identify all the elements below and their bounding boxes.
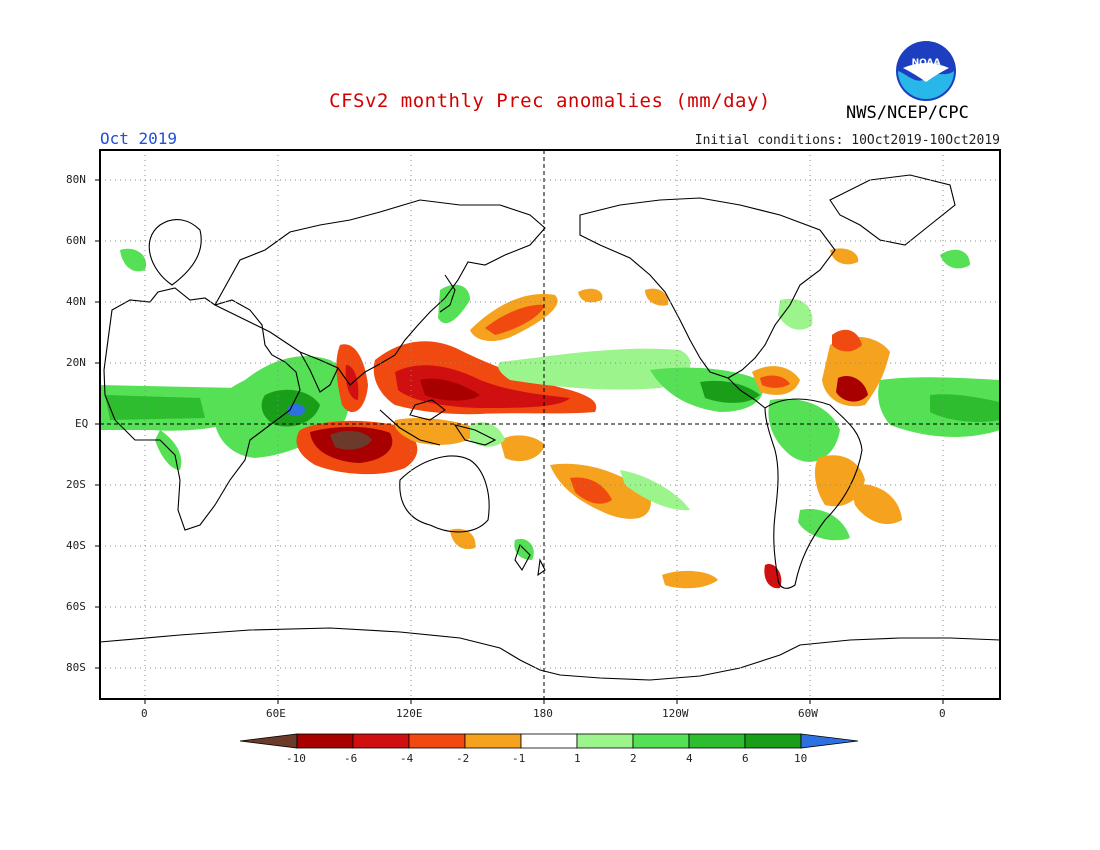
anomaly-region: [620, 470, 690, 511]
anomaly-region: [850, 484, 902, 525]
colorbar: [239, 733, 859, 749]
anomaly-region: [470, 422, 505, 447]
lat-label: 60S: [66, 600, 86, 613]
coastline: [764, 398, 863, 589]
coastline: [299, 351, 339, 393]
lon-label: 120E: [396, 707, 423, 720]
colorbar-segment: [352, 733, 410, 749]
lon-label: 180: [533, 707, 553, 720]
anomaly-region: [832, 329, 862, 352]
colorbar-label: 1: [574, 752, 581, 765]
colorbar-segment: [520, 733, 578, 749]
lon-label: 0: [141, 707, 148, 720]
coastline: [439, 274, 456, 313]
grid-lines: [100, 150, 1000, 699]
colorbar-label: -4: [400, 752, 414, 765]
noaa-logo: NOAA: [896, 41, 956, 101]
noaa-logo-text: NOAA: [912, 58, 941, 68]
anomaly-region: [394, 418, 480, 445]
coastline: [514, 543, 531, 572]
reference-lines: [100, 150, 1000, 699]
anomaly-shading: [100, 248, 1000, 589]
lat-label: EQ: [75, 417, 89, 430]
coastline: [453, 424, 497, 446]
anomaly-region: [940, 249, 970, 269]
colorbar-label: 2: [630, 752, 637, 765]
anomaly-region: [450, 528, 476, 550]
colorbar-segment: [744, 733, 802, 749]
anomaly-region: [345, 365, 359, 400]
colorbar-segment: [576, 733, 634, 749]
colorbar-label: 4: [686, 752, 693, 765]
anomaly-region: [485, 304, 545, 335]
colorbar-segment: [688, 733, 746, 749]
anomaly-region: [105, 395, 205, 420]
tick-marks: [95, 179, 944, 704]
coastlines: [100, 174, 1000, 681]
anomaly-region: [330, 430, 372, 450]
coastline: [409, 399, 446, 421]
anomaly-region: [798, 509, 850, 541]
colorbar-label: -1: [512, 752, 526, 765]
anomaly-region: [438, 284, 470, 324]
anomaly-region: [830, 248, 859, 265]
lat-label: 20S: [66, 478, 86, 491]
anomaly-region: [570, 477, 612, 504]
anomaly-region: [578, 288, 603, 303]
map-title: CFSv2 monthly Prec anomalies (mm/day): [329, 90, 771, 112]
colorbar-segment: [296, 733, 354, 749]
lon-label: 60E: [266, 707, 286, 720]
anomaly-region: [662, 570, 718, 589]
anomaly-region: [500, 435, 545, 462]
anomaly-region: [760, 375, 790, 388]
coastline: [379, 409, 441, 446]
colorbar-label: 6: [742, 752, 749, 765]
anomaly-region: [930, 394, 1000, 423]
colorbar-label: -6: [344, 752, 358, 765]
anomaly-region: [645, 288, 669, 306]
coastline: [399, 455, 490, 533]
colorbar-segment: [800, 733, 859, 749]
anomaly-region: [700, 380, 760, 403]
coastline: [537, 558, 546, 577]
coastline: [103, 287, 301, 531]
colorbar-segment: [408, 733, 466, 749]
colorbar-label: -10: [286, 752, 306, 765]
anomaly-region: [498, 348, 691, 390]
coastline: [829, 174, 956, 246]
coastline: [727, 377, 766, 409]
lat-label: 60N: [66, 234, 86, 247]
lon-label: 60W: [798, 707, 818, 720]
anomaly-region: [764, 564, 782, 589]
forecast-month: Oct 2019: [100, 129, 178, 148]
initial-conditions: Initial conditions: 10Oct2019-10Oct2019: [694, 133, 1000, 148]
coastline: [148, 219, 202, 286]
coastline: [579, 197, 836, 379]
coastline: [100, 627, 1000, 681]
agency-label: NWS/NCEP/CPC: [846, 103, 969, 123]
colorbar-segment: [464, 733, 522, 749]
lat-label: 40S: [66, 539, 86, 552]
anomaly-region: [120, 248, 146, 272]
lat-label: 40N: [66, 295, 86, 308]
colorbar-segment: [632, 733, 690, 749]
lat-label: 20N: [66, 356, 86, 369]
lat-label: 80N: [66, 173, 86, 186]
lon-label: 120W: [662, 707, 689, 720]
colorbar-segment: [239, 733, 298, 749]
anomaly-region: [420, 378, 480, 401]
lat-label: 80S: [66, 661, 86, 674]
colorbar-label: 10: [794, 752, 808, 765]
anomaly-region: [836, 375, 868, 402]
anomaly-region: [778, 298, 813, 330]
anomaly-region: [155, 430, 182, 470]
lon-label: 0: [939, 707, 946, 720]
anomaly-region: [768, 398, 840, 462]
colorbar-label: -2: [456, 752, 470, 765]
